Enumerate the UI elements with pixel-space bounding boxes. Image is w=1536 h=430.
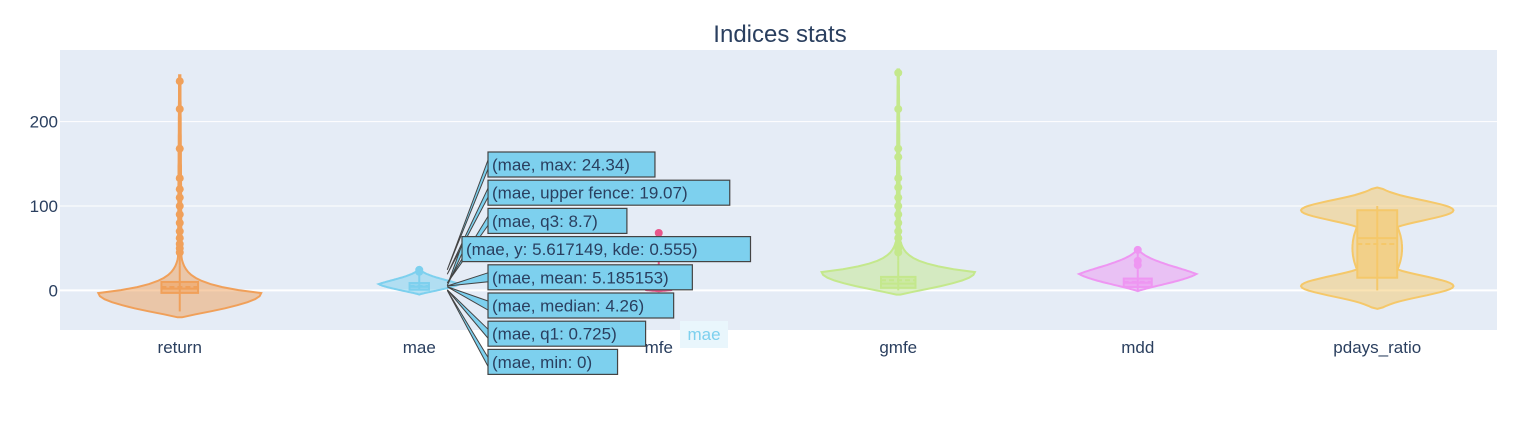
outlier-point [175, 174, 184, 183]
box-gmfe [880, 275, 917, 289]
outlier-point [894, 234, 903, 243]
x-tick-label: mdd [1121, 338, 1154, 357]
hover-arrow [446, 244, 463, 286]
hover-label: (mae, median: 4.26) [492, 297, 644, 316]
outlier-point [894, 153, 903, 162]
y-tick-label: 0 [49, 281, 58, 300]
plot-background [60, 50, 1497, 330]
outlier-point [175, 77, 184, 86]
x-tick-label: mfe [645, 338, 673, 357]
hover-label: (mae, q1: 0.725) [492, 325, 617, 344]
outlier-point [175, 218, 184, 227]
outlier-point [415, 265, 424, 274]
hover-label-box [487, 320, 647, 347]
hover-arrow [447, 286, 489, 311]
outlier-point [175, 227, 184, 236]
hover-label: (mae, y: 5.617149, kde: 0.555) [466, 240, 698, 259]
hover-arrow [446, 289, 489, 340]
outlier-point [175, 234, 184, 243]
outlier-point [894, 210, 903, 219]
outlier-point [894, 183, 903, 192]
outlier-point [175, 239, 184, 248]
outlier-point [1133, 256, 1142, 265]
outlier-point [894, 218, 903, 227]
outlier-point [175, 202, 184, 211]
outlier-point [894, 105, 903, 114]
chart-title: Indices stats [713, 21, 846, 48]
outlier-point [894, 202, 903, 211]
outlier-point [175, 105, 184, 114]
y-tick-label: 200 [30, 113, 58, 132]
hover-label: (mae, min: 0) [492, 353, 592, 372]
hover-label: (mae, upper fence: 19.07) [492, 184, 688, 203]
hover-arrow [446, 290, 489, 367]
hover-label: (mae, q3: 8.7) [492, 212, 598, 231]
hover-label-box [487, 151, 656, 178]
hover-label-box [487, 292, 675, 319]
hover-arrow [446, 159, 489, 271]
hover-arrow [447, 272, 489, 287]
x-tick-label: return [158, 338, 202, 357]
axis-hover-box [680, 321, 728, 348]
outlier-point [175, 144, 184, 153]
hover-label: (mae, mean: 5.185153) [492, 268, 669, 287]
hover-arrow [446, 187, 489, 275]
outlier-point [175, 210, 184, 219]
outlier-point [894, 144, 903, 153]
hover-label-box [487, 179, 731, 206]
x-tick-label: mae [403, 338, 436, 357]
outlier-point [894, 193, 903, 202]
x-tick-label: gmfe [879, 338, 917, 357]
outlier-point [894, 174, 903, 183]
outlier-point [175, 193, 184, 202]
hover-label-box [487, 264, 693, 291]
outlier-point [894, 227, 903, 236]
hover-label-box [461, 236, 752, 263]
hover-label-box [487, 348, 619, 375]
y-tick-label: 100 [30, 197, 58, 216]
outlier-point [175, 185, 184, 194]
hover-label-box [487, 207, 628, 234]
x-tick-label: pdays_ratio [1333, 338, 1421, 357]
outlier-point [1133, 245, 1142, 254]
outlier-point [894, 68, 903, 77]
axis-hover-label: mae [687, 325, 720, 344]
outlier-point [654, 229, 663, 238]
hover-label: (mae, max: 24.34) [492, 156, 630, 175]
outlier-point [894, 239, 903, 248]
